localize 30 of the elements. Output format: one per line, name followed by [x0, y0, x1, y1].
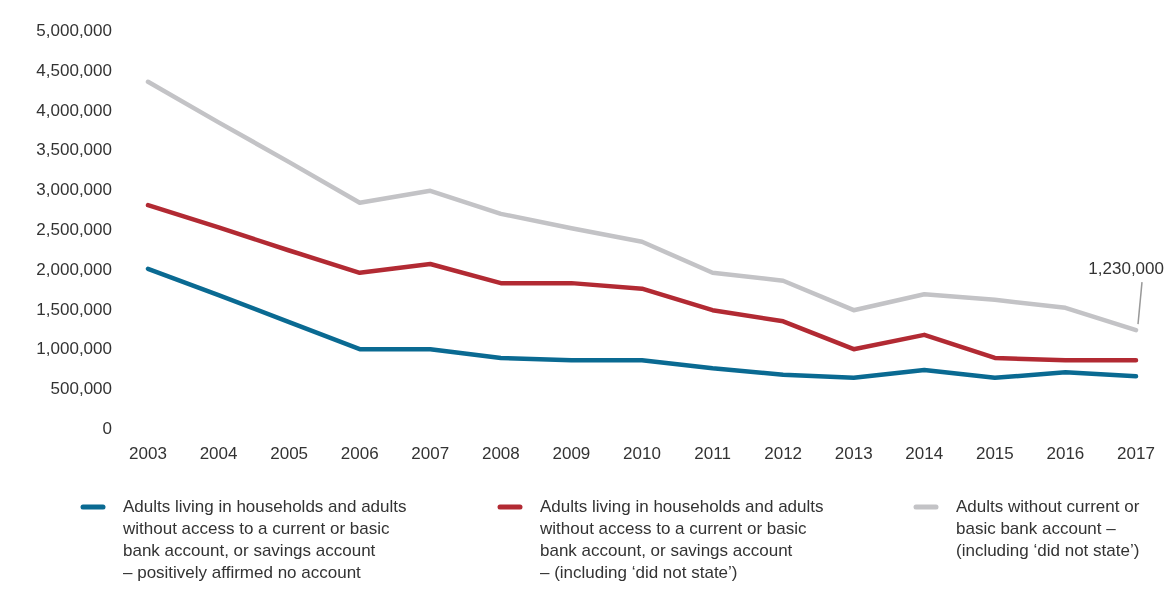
- legend-label: Adults without current or basic bank account – (including ‘did not state’): [956, 497, 1140, 560]
- x-tick-label: 2015: [975, 444, 1014, 463]
- y-tick-label: 1,500,000: [36, 299, 112, 319]
- y-tick-label: 4,500,000: [36, 60, 112, 80]
- y-tick-label: 3,000,000: [36, 180, 112, 200]
- y-tick-label: 1,000,000: [36, 339, 112, 359]
- x-tick-label: 2005: [270, 444, 309, 463]
- y-tick-label: 5,000,000: [36, 20, 112, 40]
- y-tick-label: 4,000,000: [36, 100, 112, 120]
- y-tick-label: 2,000,000: [36, 259, 112, 279]
- x-tick-label: 2006: [340, 444, 379, 463]
- x-tick-label: 2017: [1117, 444, 1155, 463]
- x-tick-label: 2007: [411, 444, 450, 463]
- y-tick-label: 500,000: [50, 379, 112, 399]
- annotation: 1,230,000: [1088, 259, 1164, 279]
- x-tick-label: 2003: [129, 444, 167, 463]
- y-tick-label: 2,500,000: [36, 219, 112, 239]
- x-tick-label: 2016: [1046, 444, 1085, 463]
- x-tick-label: 2012: [764, 444, 803, 463]
- x-tick-label: 2014: [905, 444, 944, 463]
- legend-label: Adults living in households and adults without access to a current or basic bank account, or savings account – positively affirmed no account: [122, 497, 407, 582]
- legend-label: Adults living in households and adults without access to a current or basic bank account, or savings account – (including ‘did not state’): [539, 497, 824, 582]
- x-tick-label: 2004: [199, 444, 238, 463]
- x-tick-label: 2010: [623, 444, 661, 463]
- x-tick-label: 2009: [552, 444, 591, 463]
- x-tick-label: 2008: [481, 444, 520, 463]
- x-tick-label: 2011: [694, 444, 731, 463]
- x-tick-label: 2013: [834, 444, 873, 463]
- y-tick-label: 3,500,000: [36, 140, 112, 160]
- y-tick-label: 0: [102, 418, 112, 438]
